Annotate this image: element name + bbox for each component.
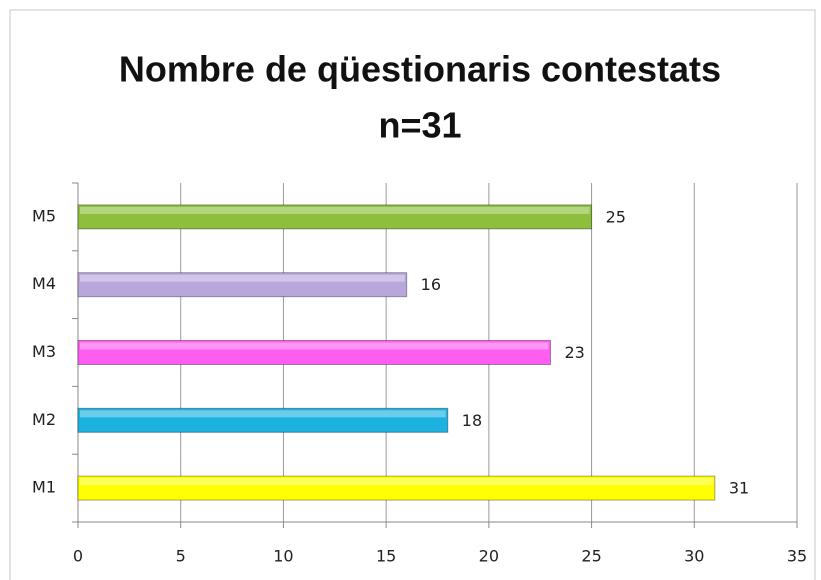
data-label: 25	[606, 207, 626, 226]
chart-title: Nombre de qüestionaris contestats	[119, 49, 721, 90]
bar-gloss	[80, 478, 713, 486]
bar-gloss	[80, 342, 549, 350]
y-tick-label: M2	[32, 410, 56, 429]
x-tick-label: 20	[479, 547, 499, 566]
data-label: 16	[421, 275, 441, 294]
x-tick-label: 25	[581, 547, 601, 566]
y-tick-label: M4	[32, 274, 56, 293]
bar	[77, 340, 551, 365]
chart-title: n=31	[378, 105, 461, 146]
x-tick-label: 30	[684, 547, 704, 566]
bar	[77, 407, 449, 433]
bar	[77, 272, 408, 298]
data-label: 31	[729, 479, 749, 498]
bar-gloss	[80, 410, 446, 418]
x-tick-label: 5	[176, 547, 186, 566]
bar	[77, 475, 716, 501]
y-tick-label: M3	[32, 342, 56, 361]
bar-gloss	[80, 206, 590, 214]
bar	[77, 204, 593, 230]
x-tick-label: 15	[376, 547, 396, 566]
y-tick-label: M1	[32, 478, 56, 497]
data-label: 18	[462, 411, 482, 430]
x-tick-label: 35	[787, 547, 807, 566]
x-tick-label: 0	[73, 547, 83, 566]
data-label: 23	[564, 343, 584, 362]
y-tick-label: M5	[32, 206, 56, 225]
bar-gloss	[80, 274, 405, 282]
x-tick-label: 10	[273, 547, 293, 566]
